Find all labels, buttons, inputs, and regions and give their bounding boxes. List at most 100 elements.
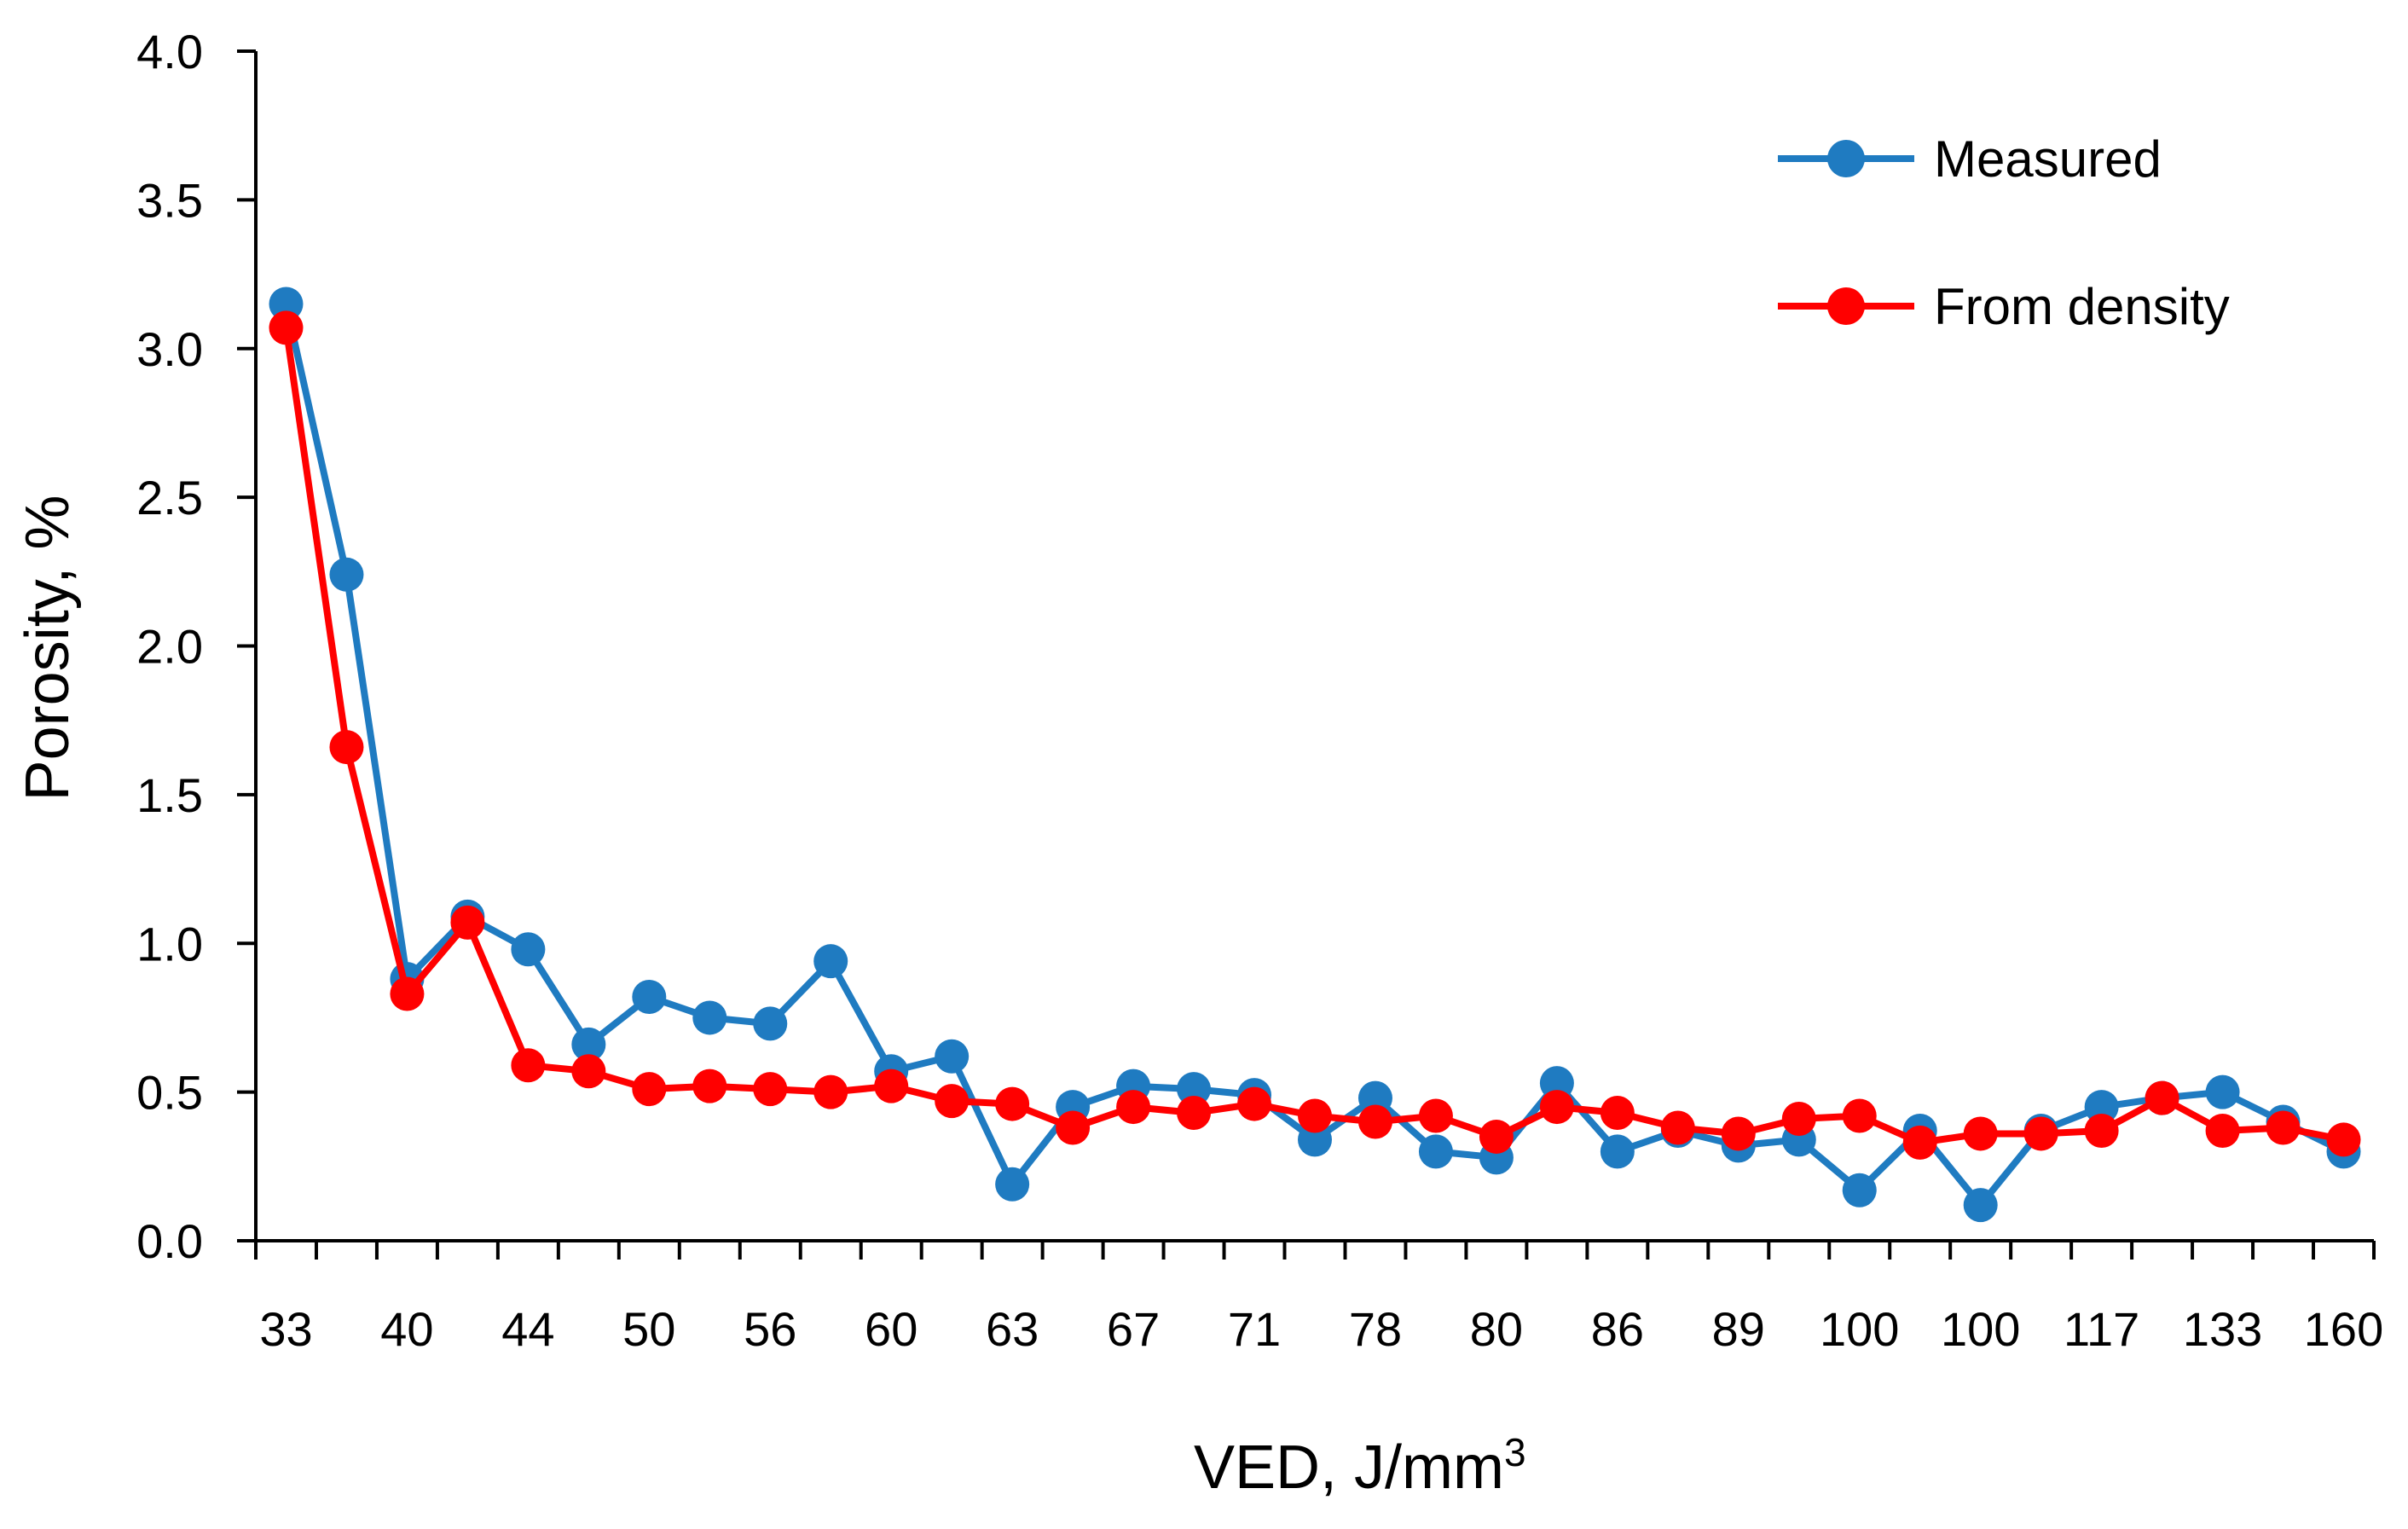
- x-tick-label: 160: [2304, 1302, 2383, 1356]
- point-from-density: [753, 1072, 788, 1107]
- point-from-density: [2084, 1113, 2119, 1148]
- x-tick-label: 78: [1349, 1302, 1402, 1356]
- point-from-density: [1660, 1110, 1695, 1145]
- point-from-density: [1357, 1104, 1392, 1139]
- point-from-density: [1177, 1096, 1212, 1131]
- point-measured: [2084, 1090, 2119, 1125]
- point-from-density: [2266, 1110, 2301, 1145]
- x-tick-label: 117: [2064, 1302, 2139, 1356]
- y-tick-label: 4.0: [136, 25, 203, 78]
- point-measured: [1418, 1134, 1453, 1169]
- legend: Measured From density: [1778, 130, 2230, 335]
- y-tick-label: 1.5: [136, 768, 203, 822]
- point-measured: [935, 1039, 970, 1074]
- series-line-from-density: [282, 327, 2345, 1146]
- point-from-density: [1539, 1090, 1574, 1125]
- point-from-density: [2023, 1116, 2058, 1151]
- point-measured: [753, 1006, 788, 1041]
- x-tick-label: 86: [1591, 1302, 1644, 1356]
- x-tick-label: 40: [380, 1302, 433, 1356]
- axes: [237, 49, 2376, 1260]
- point-from-density: [1842, 1098, 1877, 1133]
- point-from-density: [874, 1069, 909, 1103]
- point-from-density: [1056, 1110, 1091, 1145]
- point-from-density: [1781, 1102, 1816, 1137]
- x-tick-label: 100: [1820, 1302, 1899, 1356]
- x-tick-label: 56: [744, 1302, 796, 1356]
- x-tick-label: 133: [2183, 1302, 2262, 1356]
- y-tick-label: 0.5: [136, 1066, 203, 1120]
- point-measured: [813, 944, 848, 979]
- y-tick-label: 2.0: [136, 620, 203, 674]
- y-tick-label: 3.0: [136, 322, 203, 376]
- point-from-density: [1721, 1116, 1756, 1151]
- x-tick-labels: 33 40 44 50 56 60 63 67 71 78 80 86 89 100 100 117 133 16…: [259, 1302, 2383, 1356]
- x-tick-label: 50: [622, 1302, 675, 1356]
- point-from-density: [2145, 1080, 2179, 1115]
- point-from-density: [1963, 1116, 1998, 1151]
- legend-item-measured: Measured: [1778, 130, 2162, 188]
- point-from-density: [632, 1072, 667, 1107]
- legend-measured-label: Measured: [1934, 130, 2162, 188]
- x-axis-title: VED, J/mm3: [1194, 1430, 1526, 1502]
- y-axis-title: Porosity, %: [14, 495, 82, 802]
- point-measured: [329, 557, 364, 592]
- legend-from-density-marker: [1827, 287, 1865, 325]
- point-from-density: [692, 1069, 727, 1103]
- legend-from-density-label: From density: [1934, 278, 2230, 335]
- point-measured: [692, 1000, 727, 1035]
- x-tick-label: 44: [501, 1302, 554, 1356]
- x-tick-label: 67: [1107, 1302, 1160, 1356]
- point-measured: [1600, 1134, 1635, 1169]
- point-from-density: [1902, 1125, 1937, 1160]
- x-axis-title-superscript: 3: [1504, 1430, 1526, 1474]
- x-tick-label: 100: [1941, 1302, 2020, 1356]
- point-from-density: [1116, 1090, 1151, 1125]
- point-measured: [1539, 1066, 1574, 1101]
- point-measured: [1842, 1173, 1877, 1208]
- point-from-density: [1237, 1086, 1272, 1121]
- point-from-density: [1298, 1098, 1332, 1133]
- point-measured: [1298, 1122, 1332, 1157]
- point-from-density: [2326, 1122, 2361, 1157]
- point-measured: [2205, 1074, 2240, 1109]
- point-measured: [1357, 1080, 1392, 1115]
- point-measured: [269, 287, 304, 321]
- point-from-density: [329, 730, 364, 765]
- point-measured: [1963, 1188, 1998, 1223]
- point-measured: [1177, 1072, 1212, 1107]
- x-tick-label: 63: [986, 1302, 1039, 1356]
- point-from-density: [1600, 1096, 1635, 1131]
- x-tick-label: 33: [259, 1302, 312, 1356]
- point-measured: [571, 1027, 606, 1062]
- point-from-density: [813, 1074, 848, 1109]
- series-layer: [269, 287, 2361, 1223]
- point-from-density: [269, 310, 304, 345]
- x-axis-title-text: VED, J/mm: [1194, 1433, 1504, 1502]
- y-tick-label: 3.5: [136, 173, 203, 227]
- point-from-density: [995, 1086, 1030, 1121]
- x-tick-label: 71: [1228, 1302, 1281, 1356]
- point-from-density: [571, 1054, 606, 1089]
- series-from-density: [269, 310, 2361, 1160]
- point-from-density: [511, 1048, 546, 1083]
- y-tick-label: 0.0: [136, 1214, 203, 1268]
- point-from-density: [1479, 1119, 1514, 1154]
- point-from-density: [390, 976, 425, 1011]
- y-tick-labels: 0.0 0.5 1.0 1.5 2.0 2.5 3.0 3.5 4.0: [136, 25, 203, 1268]
- point-measured: [632, 980, 667, 1015]
- point-measured: [511, 932, 546, 967]
- point-from-density: [935, 1084, 970, 1119]
- legend-item-from-density: From density: [1778, 278, 2230, 335]
- point-from-density: [450, 905, 485, 940]
- legend-measured-marker: [1827, 140, 1865, 177]
- x-tick-label: 60: [865, 1302, 917, 1356]
- point-measured: [995, 1167, 1030, 1202]
- x-tick-label: 80: [1470, 1302, 1523, 1356]
- y-tick-label: 2.5: [136, 471, 203, 524]
- y-tick-label: 1.0: [136, 917, 203, 970]
- point-from-density: [1418, 1098, 1453, 1133]
- x-tick-label: 89: [1712, 1302, 1765, 1356]
- point-from-density: [2205, 1113, 2240, 1148]
